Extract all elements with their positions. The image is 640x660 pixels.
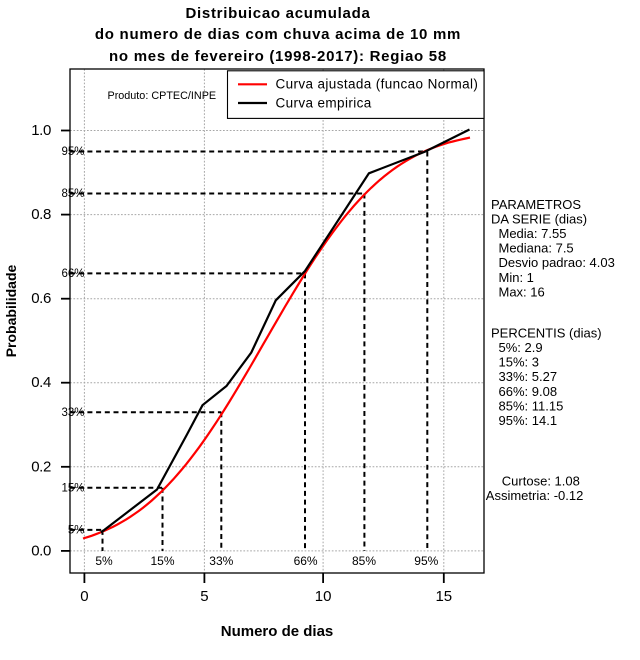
- svg-text:no mes de fevereiro (1998-2017: no mes de fevereiro (1998-2017): Regiao …: [109, 48, 447, 65]
- svg-text:PARAMETROS: PARAMETROS: [491, 197, 581, 212]
- svg-text:PERCENTIS (dias): PERCENTIS (dias): [491, 325, 602, 340]
- svg-text:85%: 85%: [352, 554, 376, 568]
- svg-text:33%: 33%: [61, 407, 84, 419]
- svg-text:15%: 3: 15%: 3: [499, 355, 539, 370]
- svg-text:95%: 14.1: 95%: 14.1: [499, 413, 558, 428]
- svg-text:0: 0: [80, 588, 88, 605]
- svg-text:15: 15: [435, 588, 452, 605]
- svg-text:Numero de dias: Numero de dias: [221, 623, 334, 640]
- svg-text:85%: 11.15: 85%: 11.15: [499, 398, 564, 413]
- svg-text:Curtose: 1.08: Curtose: 1.08: [502, 473, 580, 488]
- svg-text:Min: 1: Min: 1: [499, 270, 534, 285]
- svg-text:95%: 95%: [61, 146, 84, 158]
- svg-text:DA SERIE (dias): DA SERIE (dias): [491, 211, 587, 226]
- svg-text:66%: 66%: [61, 268, 84, 280]
- svg-text:5%: 5%: [68, 525, 85, 537]
- svg-text:Desvio padrao: 4.03: Desvio padrao: 4.03: [499, 255, 615, 270]
- svg-text:33%: 5.27: 33%: 5.27: [499, 369, 558, 384]
- svg-text:95%: 95%: [414, 554, 438, 568]
- svg-text:Max: 16: Max: 16: [499, 284, 545, 299]
- svg-text:Probabilidade: Probabilidade: [3, 265, 19, 358]
- svg-text:0.8: 0.8: [31, 206, 51, 223]
- svg-text:15%: 15%: [150, 554, 174, 568]
- svg-text:66%: 66%: [294, 554, 318, 568]
- svg-text:Produto: CPTEC/INPE: Produto: CPTEC/INPE: [108, 90, 217, 102]
- svg-text:10: 10: [315, 588, 332, 605]
- svg-text:0.4: 0.4: [31, 374, 51, 391]
- svg-text:85%: 85%: [61, 188, 84, 200]
- svg-text:5%: 2.9: 5%: 2.9: [499, 340, 543, 355]
- svg-text:5%: 5%: [95, 554, 113, 568]
- svg-text:Distribuicao acumulada: Distribuicao acumulada: [185, 5, 370, 22]
- svg-text:66%: 9.08: 66%: 9.08: [499, 384, 558, 399]
- svg-text:5: 5: [200, 588, 208, 605]
- svg-text:Mediana: 7.5: Mediana: 7.5: [499, 241, 574, 256]
- svg-text:Assimetria: -0.12: Assimetria: -0.12: [486, 488, 584, 503]
- svg-text:Media: 7.55: Media: 7.55: [499, 226, 567, 241]
- svg-text:15%: 15%: [61, 482, 84, 494]
- svg-text:Curva ajustada (funcao Normal): Curva ajustada (funcao Normal): [276, 77, 479, 92]
- svg-text:Curva empirica: Curva empirica: [276, 96, 372, 111]
- svg-text:0.2: 0.2: [31, 458, 51, 475]
- svg-text:0.0: 0.0: [31, 542, 51, 559]
- svg-text:0.6: 0.6: [31, 290, 51, 307]
- svg-text:do numero de dias com chuva ac: do numero de dias com chuva acima de 10 …: [95, 26, 461, 43]
- svg-text:1.0: 1.0: [31, 122, 51, 139]
- svg-text:33%: 33%: [209, 554, 233, 568]
